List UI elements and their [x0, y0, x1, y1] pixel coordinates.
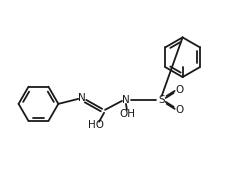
Text: O: O: [176, 85, 184, 95]
Text: OH: OH: [119, 109, 135, 119]
Text: N: N: [122, 95, 130, 105]
Text: O: O: [176, 105, 184, 115]
Text: HO: HO: [88, 120, 104, 130]
Text: N: N: [78, 93, 86, 103]
Text: S: S: [158, 95, 165, 105]
